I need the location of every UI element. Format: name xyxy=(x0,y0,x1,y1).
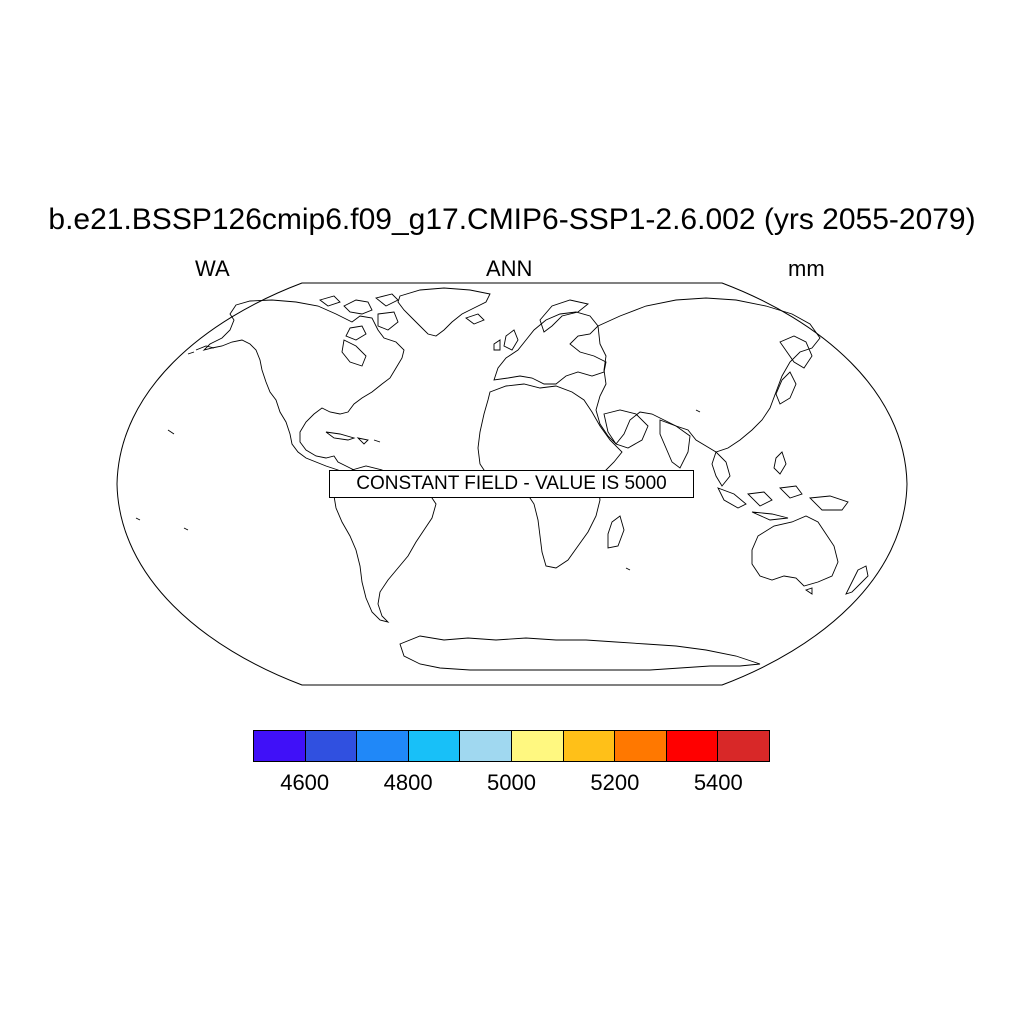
colorbar-swatch xyxy=(408,731,461,761)
constant-field-box: CONSTANT FIELD - VALUE IS 5000 xyxy=(329,470,694,498)
coastline-europe xyxy=(493,311,607,385)
colorbar-tick-label: 5000 xyxy=(487,770,536,795)
colorbar-swatch xyxy=(305,731,358,761)
coastline-arctic-islands xyxy=(319,293,399,341)
coastline-philippines xyxy=(773,451,787,475)
colorbar-swatch xyxy=(563,731,616,761)
coastline-scandinavia xyxy=(539,299,590,333)
coastline-indonesia xyxy=(717,485,849,521)
colorbar-tick-label: 5400 xyxy=(693,770,743,795)
coastline-ne-asia xyxy=(779,335,813,369)
coastline-iceland xyxy=(465,313,485,325)
coastline-new-zealand xyxy=(804,565,869,595)
colorbar-swatch xyxy=(718,731,769,761)
coastline-madagascar xyxy=(607,515,625,549)
coastline-small-islands xyxy=(135,409,701,571)
coastline-alaska xyxy=(187,345,215,355)
colorbar-swatch xyxy=(615,731,667,761)
units-label: mm xyxy=(788,256,825,281)
colorbar-swatch xyxy=(460,731,512,761)
coastline-australia xyxy=(751,515,839,587)
plot-title: b.e21.BSSP126cmip6.f09_g17.CMIP6-SSP1-2.… xyxy=(48,203,976,236)
colorbar-swatch xyxy=(254,731,306,761)
coastline-britain xyxy=(493,329,519,351)
variable-label: WA xyxy=(195,256,230,281)
coastline-caribbean xyxy=(325,431,381,445)
coastline-india xyxy=(659,419,691,469)
coastline-asia xyxy=(595,297,821,453)
coastline-indochina xyxy=(711,451,731,487)
coastline-japan xyxy=(775,371,797,405)
colorbar-swatch xyxy=(357,731,409,761)
coastline-arabia xyxy=(603,409,649,449)
coastline-north-america xyxy=(202,299,405,481)
constant-field-annotation: CONSTANT FIELD - VALUE IS 5000 xyxy=(356,473,667,494)
colorbar xyxy=(253,730,770,762)
coastline-greenland xyxy=(397,287,491,337)
colorbar-tick-label: 5200 xyxy=(590,770,640,795)
colorbar-tick-label: 4800 xyxy=(383,770,433,795)
colorbar-swatch xyxy=(511,731,564,761)
coastline-antarctica xyxy=(399,635,761,671)
coastline-hudson xyxy=(341,339,367,367)
colorbar-tick-label: 4600 xyxy=(280,770,330,795)
season-label: ANN xyxy=(486,256,533,281)
colorbar-swatch xyxy=(666,731,719,761)
